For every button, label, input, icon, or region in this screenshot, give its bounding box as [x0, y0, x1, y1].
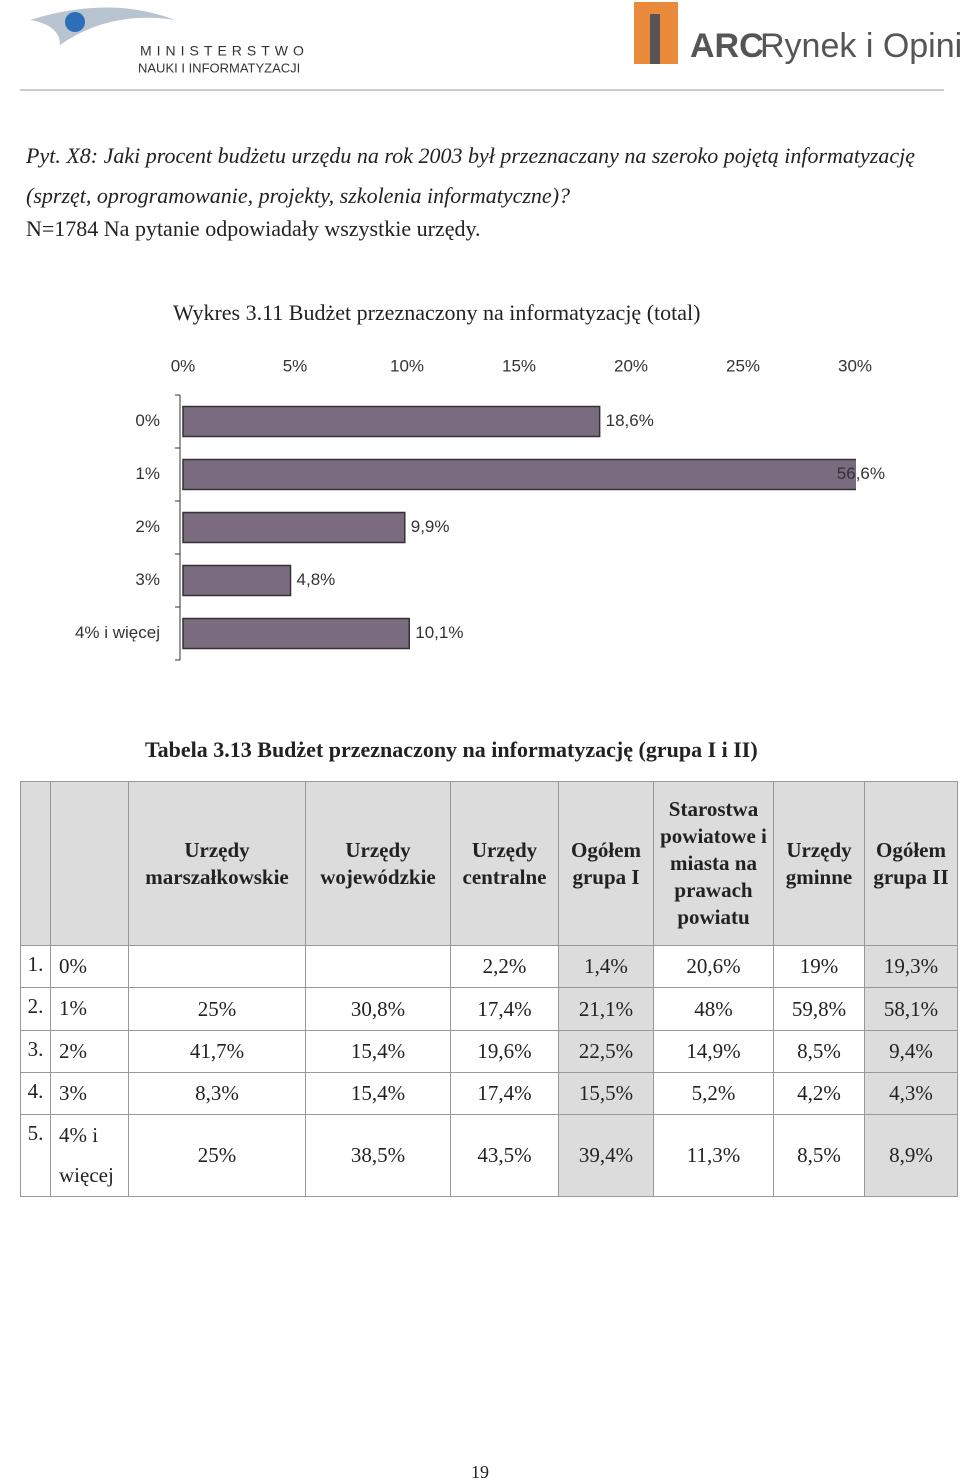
row-number: 4.	[20, 1072, 51, 1115]
table-cell: 8,5%	[773, 1114, 865, 1197]
row-number: 1.	[20, 945, 51, 988]
table-cell: 9,4%	[864, 1030, 958, 1073]
x-tick-label: 30%	[838, 356, 872, 375]
table-cell: 5,2%	[653, 1072, 774, 1115]
row-number: 5.	[20, 1114, 51, 1197]
ministry-subname: NAUKI I INFORMATYZACJI	[138, 60, 300, 75]
column-header: Ogółem grupa I	[558, 781, 654, 946]
header-logos: MINISTERSTWO NAUKI I INFORMATYZACJI ARC …	[20, 2, 960, 91]
column-header: Urzędy gminne	[773, 781, 865, 946]
arc-name: Rynek i Opinia	[760, 27, 960, 65]
ministry-swoosh	[30, 7, 175, 45]
table-cell: 59,8%	[773, 987, 865, 1031]
table-cell: 8,9%	[864, 1114, 958, 1197]
chart: 0% 5% 10% 15% 20% 25% 30% 0% 18,6% 1% 56,6% 2% 9,9% 3…	[75, 356, 885, 661]
table-cell: 11,3%	[653, 1114, 774, 1197]
table-cell: 58,1%	[864, 987, 958, 1031]
table-cell: 20,6%	[653, 945, 774, 988]
row-number: 3.	[20, 1030, 51, 1073]
bar	[182, 458, 856, 491]
table-cell	[305, 945, 451, 988]
table-cell: 25%	[128, 1114, 306, 1197]
data-table: Urzędy marszałkowskie Urzędy wojewódzkie U…	[20, 781, 958, 1197]
x-tick-label: 0%	[171, 356, 196, 375]
value-label: 10,1%	[415, 623, 463, 642]
value-label: 56,6%	[837, 464, 885, 483]
value-label: 4,8%	[297, 570, 336, 589]
header-corner	[20, 781, 51, 946]
table-cell: 8,5%	[773, 1030, 865, 1073]
y-tick-label: 2%	[135, 517, 160, 536]
table-cell: 17,4%	[450, 987, 559, 1031]
column-header: Urzędy marszałkowskie	[128, 781, 306, 946]
table-cell: 14,9%	[653, 1030, 774, 1073]
row-label: 2%	[50, 1030, 129, 1073]
table-cell: 19,6%	[450, 1030, 559, 1073]
table-cell: 4,3%	[864, 1072, 958, 1115]
column-header: Starostwa powiatowe i miasta na prawach …	[653, 781, 774, 946]
table-cell: 19,3%	[864, 945, 958, 988]
table-cell	[128, 945, 306, 988]
bar	[182, 564, 292, 597]
y-tick-label: 1%	[135, 464, 160, 483]
column-header: Urzędy wojewódzkie	[305, 781, 451, 946]
value-label: 18,6%	[606, 411, 654, 430]
x-tick-label: 10%	[390, 356, 424, 375]
table-cell: 15,4%	[305, 1072, 451, 1115]
plot-area	[182, 405, 856, 650]
table-cell: 1,4%	[558, 945, 654, 988]
table-cell: 21,1%	[558, 987, 654, 1031]
page-number: 19	[471, 1462, 489, 1482]
column-header: Ogółem grupa II	[864, 781, 958, 946]
table-cell: 17,4%	[450, 1072, 559, 1115]
table-cell: 4,2%	[773, 1072, 865, 1115]
table-cell: 2,2%	[450, 945, 559, 988]
table-cell: 22,5%	[558, 1030, 654, 1073]
header-corner	[50, 781, 129, 946]
ministry-sphere	[65, 12, 85, 32]
y-tick-label: 0%	[135, 411, 160, 430]
table-cell: 15,4%	[305, 1030, 451, 1073]
arc-brand: ARC	[690, 27, 764, 65]
table-cell: 43,5%	[450, 1114, 559, 1197]
note: N=1784 Na pytanie odpowiadały wszystkie …	[26, 216, 481, 241]
column-header: Urzędy centralne	[450, 781, 559, 946]
x-tick-label: 20%	[614, 356, 648, 375]
table-cell: 48%	[653, 987, 774, 1031]
row-number: 2.	[20, 987, 51, 1031]
table-cell: 8,3%	[128, 1072, 306, 1115]
bar	[182, 511, 406, 544]
x-tick-label: 5%	[283, 356, 308, 375]
table-cell: 41,7%	[128, 1030, 306, 1073]
y-tick-label: 4% i więcej	[75, 623, 160, 642]
table-cell: 39,4%	[558, 1114, 654, 1197]
value-label: 9,9%	[411, 517, 450, 536]
chart-title: Wykres 3.11 Budżet przeznaczony na infor…	[173, 300, 701, 325]
table-cell: 30,8%	[305, 987, 451, 1031]
arc-tower	[650, 14, 660, 64]
table-cell: 38,5%	[305, 1114, 451, 1197]
table-cell: 19%	[773, 945, 865, 988]
row-label: 0%	[50, 945, 129, 988]
table-cell: 25%	[128, 987, 306, 1031]
row-label: 4% i więcej	[50, 1114, 129, 1197]
question: Pyt. X8: Jaki procent budżetu urzędu na …	[26, 143, 916, 208]
x-tick-label: 25%	[726, 356, 760, 375]
bar	[182, 405, 601, 438]
row-label: 1%	[50, 987, 129, 1031]
bar	[182, 617, 410, 650]
y-tick-label: 3%	[135, 570, 160, 589]
table-title: Tabela 3.13 Budżet przeznaczony na infor…	[145, 737, 758, 762]
row-label: 3%	[50, 1072, 129, 1115]
x-tick-label: 15%	[502, 356, 536, 375]
ministry-name: MINISTERSTWO	[140, 43, 309, 59]
table-cell: 15,5%	[558, 1072, 654, 1115]
